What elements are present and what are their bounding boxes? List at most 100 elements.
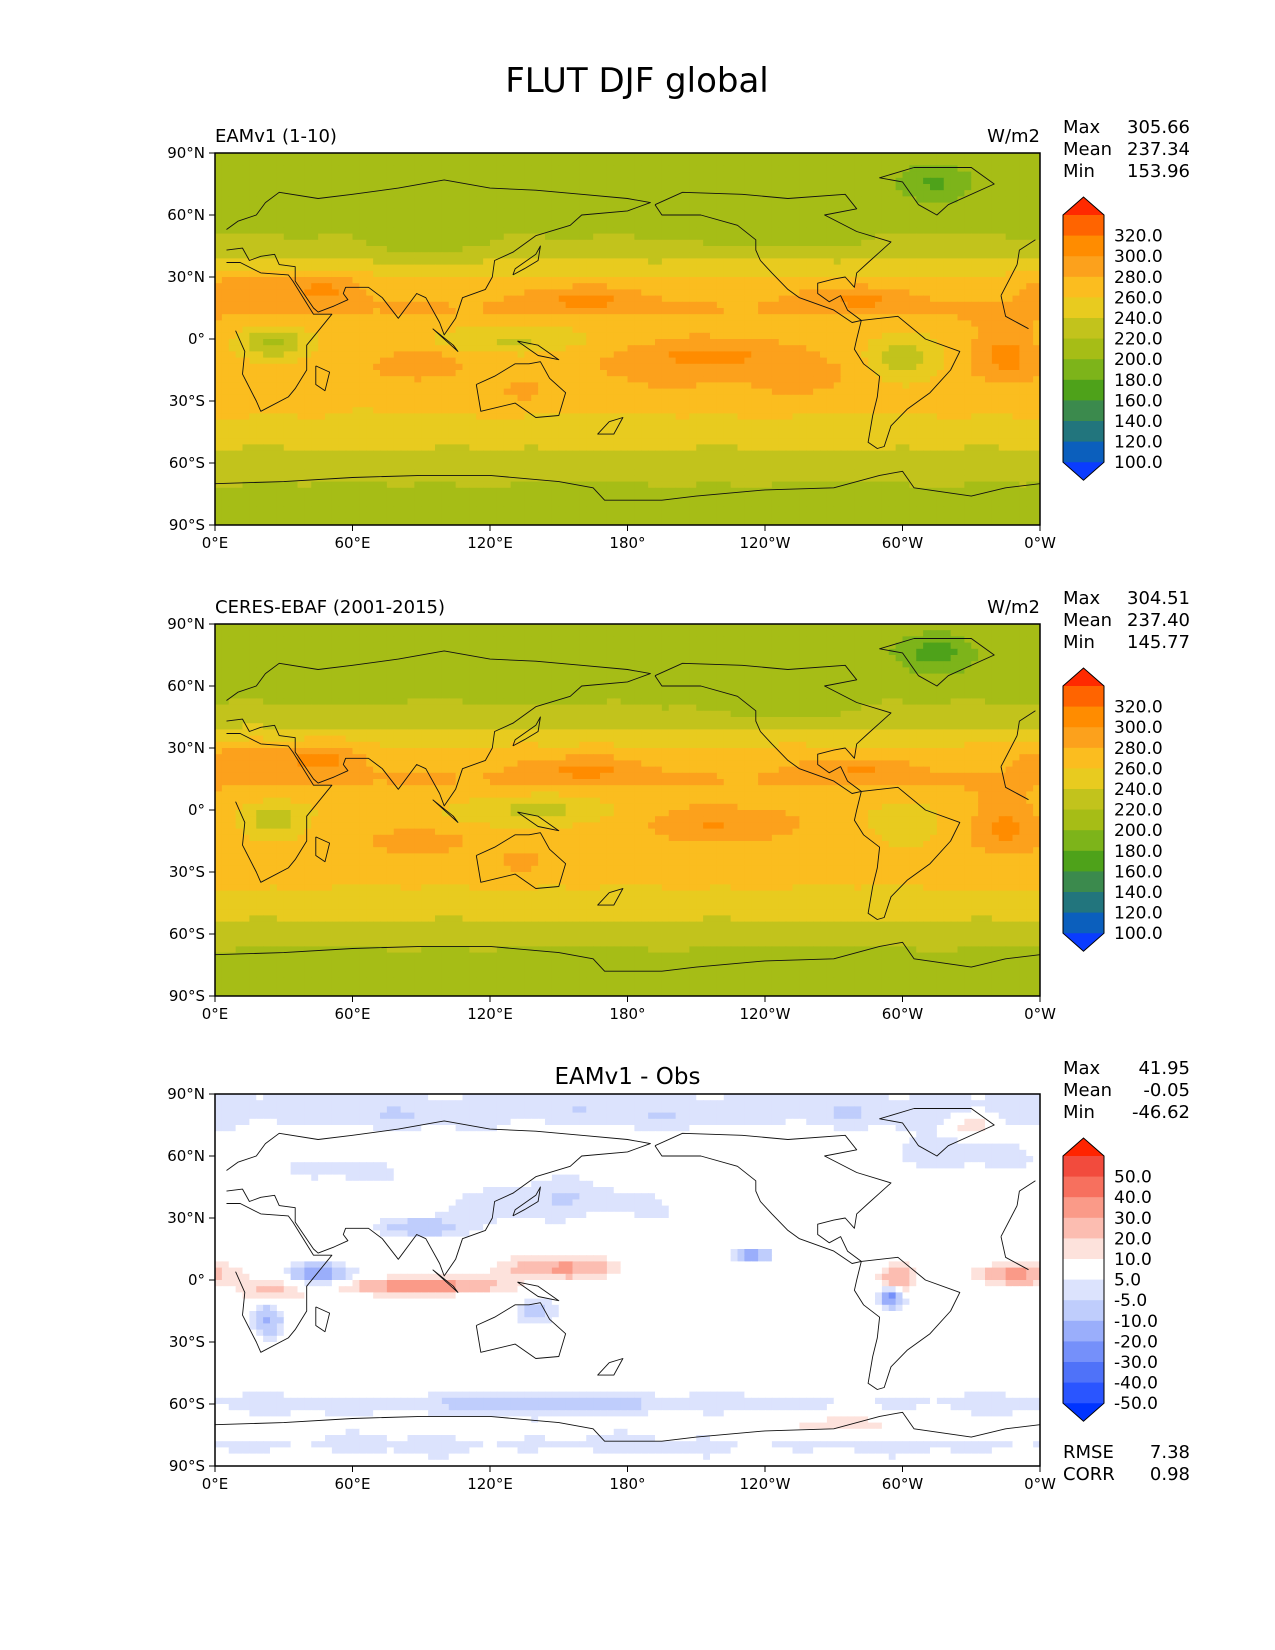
panel-reference-coastlines: [215, 638, 1040, 972]
panel-diff-ytick-label: 90°N: [167, 1085, 205, 1103]
panel-diff-extra-stat-value: 0.98: [1150, 1464, 1190, 1485]
panel-reference-ytick-label: 30°N: [167, 739, 205, 757]
panel-diff-stat-value: 41.95: [1138, 1058, 1190, 1079]
panel-reference-stats: Max 304.51 Mean 237.40 Min 145.77: [1063, 588, 1190, 653]
panel-reference-stat-value: 145.77: [1127, 632, 1190, 653]
panel-diff-colorbar-band: [1063, 1238, 1104, 1260]
panel-diff-colorbar: 50.040.030.020.010.05.0-5.0-10.0-20.0-30…: [1062, 1137, 1158, 1422]
panel-reference-stat-label: Min: [1063, 632, 1095, 653]
panel-test-title: EAMv1 (1-10): [215, 126, 337, 147]
panel-reference-stat-value: 237.40: [1127, 610, 1190, 631]
panel-diff-extra-stat-label: CORR: [1063, 1464, 1115, 1485]
panel-diff-stat-label: Max: [1063, 1058, 1101, 1079]
panel-diff-coastlines: [215, 1108, 1040, 1442]
panel-test-colorbar-max-arrow: [1063, 197, 1104, 215]
panel-test-colorbar: 320.0300.0280.0260.0240.0220.0200.0180.0…: [1062, 196, 1163, 481]
panel-diff-colorbar-tick-label: 20.0: [1114, 1229, 1152, 1249]
panel-diff-xtick-label: 0°E: [202, 1475, 229, 1493]
panel-reference-colorbar-tick-label: 220.0: [1114, 801, 1163, 821]
panel-reference-ytick-label: 90°S: [169, 987, 205, 1005]
panel-diff-ytick-label: 60°N: [167, 1147, 205, 1165]
panel-reference-colorbar-band: [1063, 850, 1104, 872]
panel-diff-field: [215, 1094, 1040, 1466]
panel-reference-colorbar-band: [1063, 727, 1104, 749]
panel-reference-colorbar-max-arrow: [1063, 668, 1104, 686]
panel-test-colorbar-band: [1063, 318, 1104, 339]
panel-diff-extra-stat-value: 7.38: [1150, 1442, 1190, 1463]
panel-test-ytick-label: 0°: [188, 330, 205, 348]
panel-test-stat-value: 153.96: [1127, 161, 1190, 182]
panel-test-xtick-label: 120°W: [740, 534, 791, 552]
panel-test-colorbar-tick-label: 220.0: [1114, 330, 1163, 350]
panel-reference-colorbar-tick-label: 100.0: [1114, 924, 1163, 944]
panel-test-colorbar-band: [1063, 338, 1104, 360]
panel-test-colorbar-band: [1063, 379, 1104, 401]
panel-diff-colorbar-max-arrow: [1063, 1138, 1104, 1156]
panel-test-xtick-label: 60°E: [334, 534, 370, 552]
panel-diff-axes: 0°E 60°E 120°E 180° 120°W 60°W 0°W 90°N 60°N 30°N…: [167, 1085, 1056, 1493]
panel-reference-stat-label: Max: [1063, 588, 1101, 609]
panel-reference-colorbar-tick-label: 280.0: [1114, 739, 1163, 759]
panel-diff: 0°E 60°E 120°E 180° 120°W 60°W 0°W 90°N 60°N 30°N…: [167, 1058, 1190, 1493]
panel-diff-colorbar-band: [1063, 1259, 1104, 1280]
panel-test-ytick-label: 90°N: [167, 144, 205, 162]
panel-reference-colorbar-tick-label: 200.0: [1114, 821, 1163, 841]
panel-diff-ytick-label: 30°N: [167, 1209, 205, 1227]
panel-test: 0°E 60°E 120°E 180° 120°W 60°W 0°W 90°N 60°N 30°N…: [167, 117, 1190, 552]
map-panels: 0°E 60°E 120°E 180° 120°W 60°W 0°W 90°N 60°N 30°N…: [167, 117, 1190, 1493]
panel-reference-colorbar-band: [1063, 892, 1104, 913]
panel-test-colorbar-tick-label: 180.0: [1114, 371, 1163, 391]
panel-reference-colorbar-band: [1063, 706, 1104, 728]
panel-diff-colorbar-tick-label: -10.0: [1114, 1312, 1158, 1332]
panel-test-colorbar-tick-label: 100.0: [1114, 453, 1163, 473]
panel-test-xtick-label: 0°E: [202, 534, 229, 552]
panel-test-colorbar-tick-label: 300.0: [1114, 247, 1163, 267]
panel-test-colorbar-tick-label: 240.0: [1114, 309, 1163, 329]
panel-diff-colorbar-band: [1063, 1217, 1104, 1239]
panel-test-colorbar-band: [1063, 235, 1104, 257]
panel-diff-colorbar-band: [1063, 1320, 1104, 1342]
panel-test-colorbar-band: [1063, 421, 1104, 442]
panel-reference-ytick-label: 90°N: [167, 615, 205, 633]
panel-test-xtick-label: 180°: [609, 534, 645, 552]
panel-test-colorbar-band: [1063, 359, 1104, 381]
panel-test-stats: Max 305.66 Mean 237.34 Min 153.96: [1063, 117, 1190, 182]
panel-test-field: [215, 153, 1040, 525]
panel-diff-colorbar-band: [1063, 1362, 1104, 1383]
panel-test-ytick-label: 60°N: [167, 206, 205, 224]
panel-reference-colorbar-tick-label: 140.0: [1114, 883, 1163, 903]
panel-diff-colorbar-band: [1063, 1156, 1104, 1177]
panel-reference-colorbar-band: [1063, 830, 1104, 852]
panel-test-ytick-label: 90°S: [169, 516, 205, 534]
panel-reference: 0°E 60°E 120°E 180° 120°W 60°W 0°W 90°N 60°N 30°N…: [167, 588, 1190, 1023]
panel-test-xtick-label: 120°E: [467, 534, 513, 552]
panel-test-ytick-label: 60°S: [169, 454, 205, 472]
panel-reference-ytick-label: 0°: [188, 801, 205, 819]
panel-reference-colorbar-band: [1063, 747, 1104, 769]
panel-diff-colorbar-tick-label: -30.0: [1114, 1353, 1158, 1373]
panel-reference-stat-label: Mean: [1063, 610, 1112, 631]
panel-test-stat-label: Max: [1063, 117, 1101, 138]
panel-reference-ytick-label: 60°S: [169, 925, 205, 943]
panel-diff-xtick-label: 180°: [609, 1475, 645, 1493]
panel-reference-colorbar-tick-label: 160.0: [1114, 862, 1163, 882]
panel-test-stat-value: 237.34: [1127, 139, 1190, 160]
panel-test-colorbar-band: [1063, 441, 1104, 463]
panel-reference-xtick-label: 0°W: [1024, 1005, 1056, 1023]
panel-reference-colorbar-tick-label: 180.0: [1114, 842, 1163, 862]
panel-test-axes: 0°E 60°E 120°E 180° 120°W 60°W 0°W 90°N 60°N 30°N…: [167, 144, 1056, 552]
figure-title: FLUT DJF global: [505, 61, 769, 101]
panel-diff-colorbar-min-arrow: [1063, 1403, 1104, 1422]
panel-diff-ytick-label: 90°S: [169, 1457, 205, 1475]
panel-test-coastlines: [215, 167, 1040, 501]
panel-test-colorbar-band: [1063, 256, 1104, 278]
panel-reference-xtick-label: 60°W: [882, 1005, 924, 1023]
panel-test-colorbar-tick-label: 280.0: [1114, 268, 1163, 288]
panel-diff-colorbar-tick-label: 30.0: [1114, 1209, 1152, 1229]
panel-test-colorbar-tick-label: 320.0: [1114, 227, 1163, 247]
panel-diff-title: EAMv1 - Obs: [555, 1064, 701, 1090]
panel-test-colorbar-band: [1063, 215, 1104, 236]
panel-test-xtick-label: 0°W: [1024, 534, 1056, 552]
panel-reference-xtick-label: 0°E: [202, 1005, 229, 1023]
